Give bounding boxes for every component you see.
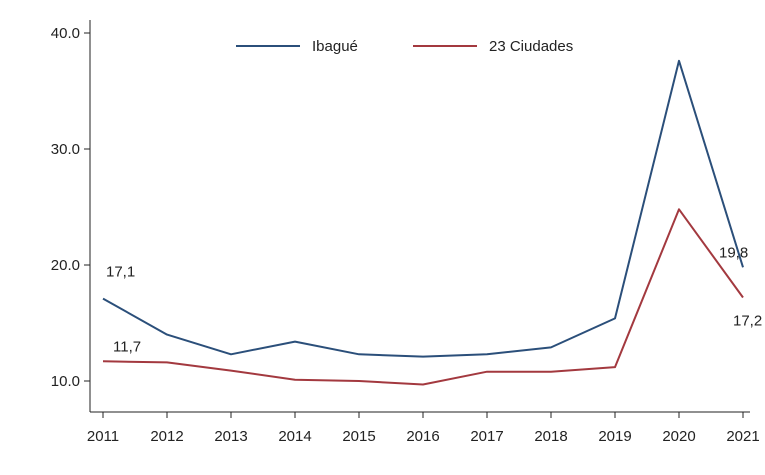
x-tick-label: 2018 bbox=[534, 428, 567, 445]
series-line-ibague bbox=[102, 59, 744, 358]
x-tick-label: 2011 bbox=[87, 428, 119, 445]
y-tick-label: 30.0 bbox=[51, 141, 80, 158]
series-lines bbox=[102, 59, 744, 386]
x-tick-label: 2016 bbox=[406, 428, 439, 445]
data-labels: 17,1 11,7 19,8 17,2 bbox=[106, 244, 762, 355]
data-label: 17,1 bbox=[106, 264, 135, 281]
x-tick-label: 2019 bbox=[598, 428, 631, 445]
series-line-23-ciudades bbox=[102, 208, 744, 386]
x-tick-label: 2014 bbox=[278, 428, 311, 445]
y-tick-label: 10.0 bbox=[51, 373, 80, 390]
data-label: 11,7 bbox=[113, 338, 141, 355]
y-tick-label: 40.0 bbox=[51, 25, 80, 42]
legend-label: 23 Ciudades bbox=[489, 38, 573, 55]
data-label: 17,2 bbox=[733, 312, 762, 329]
data-label: 19,8 bbox=[719, 244, 748, 261]
y-tick-label: 20.0 bbox=[51, 257, 80, 274]
legend: Ibagué 23 Ciudades bbox=[236, 38, 573, 55]
legend-label: Ibagué bbox=[312, 38, 358, 55]
x-tick-label: 2021 bbox=[726, 428, 759, 445]
axes: 10.0 20.0 30.0 40.0 2011 2012 2013 2014 2015 2016… bbox=[51, 20, 760, 445]
x-tick-label: 2017 bbox=[470, 428, 503, 445]
x-tick-label: 2012 bbox=[150, 428, 183, 445]
x-tick-label: 2020 bbox=[662, 428, 695, 445]
x-tick-label: 2015 bbox=[342, 428, 375, 445]
x-tick-label: 2013 bbox=[214, 428, 247, 445]
